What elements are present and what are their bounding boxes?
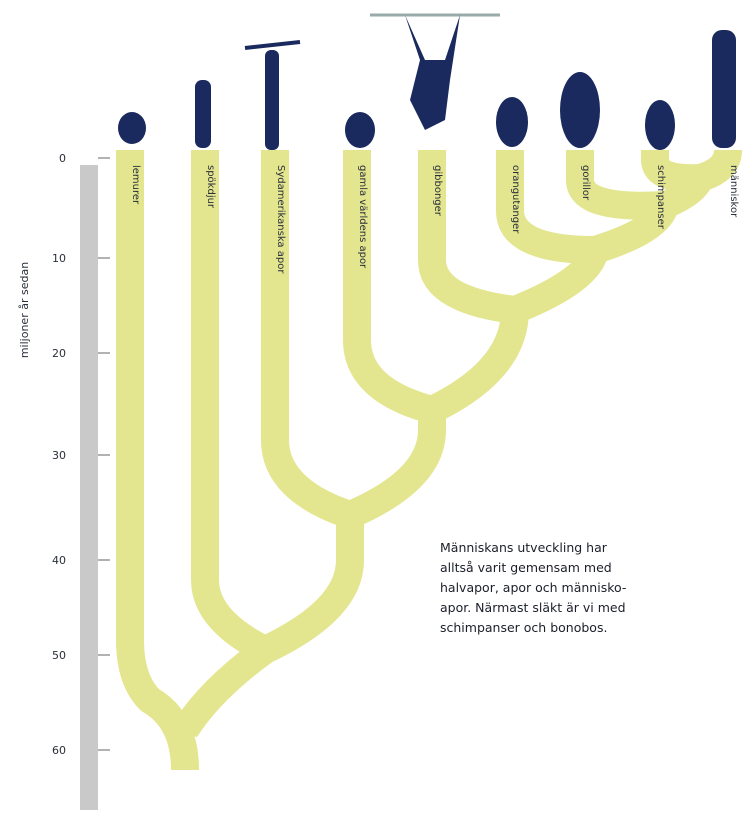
branch [641, 146, 701, 193]
caption: Människans utveckling har alltså varit g… [440, 540, 626, 635]
labels: 0 10 20 30 40 50 60 lemurer spökdjur Sydamerikans… [52, 152, 739, 757]
silhouette [195, 80, 211, 148]
silhouettes [118, 13, 736, 150]
branch [261, 150, 355, 529]
branch [496, 150, 596, 264]
branch [258, 510, 364, 663]
branch [344, 405, 446, 528]
taxon-label: gibbonger [432, 165, 443, 217]
silhouette [560, 72, 600, 148]
taxon-label: gamla världens apor [357, 165, 368, 269]
tree [116, 146, 742, 771]
taxon-label: schimpanser [655, 165, 666, 230]
tick-label: 40 [52, 554, 66, 567]
axis-title: miljoner år sedan [18, 262, 31, 358]
caption-line: alltså varit gemensam med [440, 560, 612, 575]
tick-label: 30 [52, 449, 66, 462]
tick-label: 50 [52, 649, 66, 662]
silhouette [345, 112, 375, 148]
branch [343, 150, 436, 424]
silhouette [496, 97, 528, 147]
caption-line: Människans utveckling har [440, 540, 608, 555]
tick-label: 10 [52, 252, 66, 265]
silhouette [712, 30, 736, 148]
tick-label: 20 [52, 347, 66, 360]
branch [173, 150, 279, 738]
silhouette [265, 50, 279, 150]
branch [695, 148, 742, 192]
caption-line: apor. Närmast släkt är vi med [440, 600, 626, 615]
taxon-label: lemurer [130, 165, 141, 205]
time-bar [80, 165, 98, 810]
silhouette [405, 15, 460, 130]
taxon-label: spökdjur [205, 165, 216, 209]
tick-label: 60 [52, 744, 66, 757]
branch [116, 150, 199, 771]
branch [566, 150, 666, 220]
taxon-label: gorillor [580, 165, 591, 201]
branch [425, 309, 529, 423]
caption-line: schimpanser och bonobos. [440, 620, 607, 635]
silhouette [645, 100, 675, 150]
taxon-label: Sydamerikanska apor [275, 165, 286, 274]
caption-line: halvapor, apor och människo- [440, 580, 626, 595]
branch-prop [244, 40, 301, 50]
tick-label: 0 [59, 152, 66, 165]
silhouette [118, 112, 146, 144]
taxon-label: människor [728, 165, 739, 218]
taxon-label: orangutanger [510, 165, 521, 234]
branch [418, 150, 517, 324]
